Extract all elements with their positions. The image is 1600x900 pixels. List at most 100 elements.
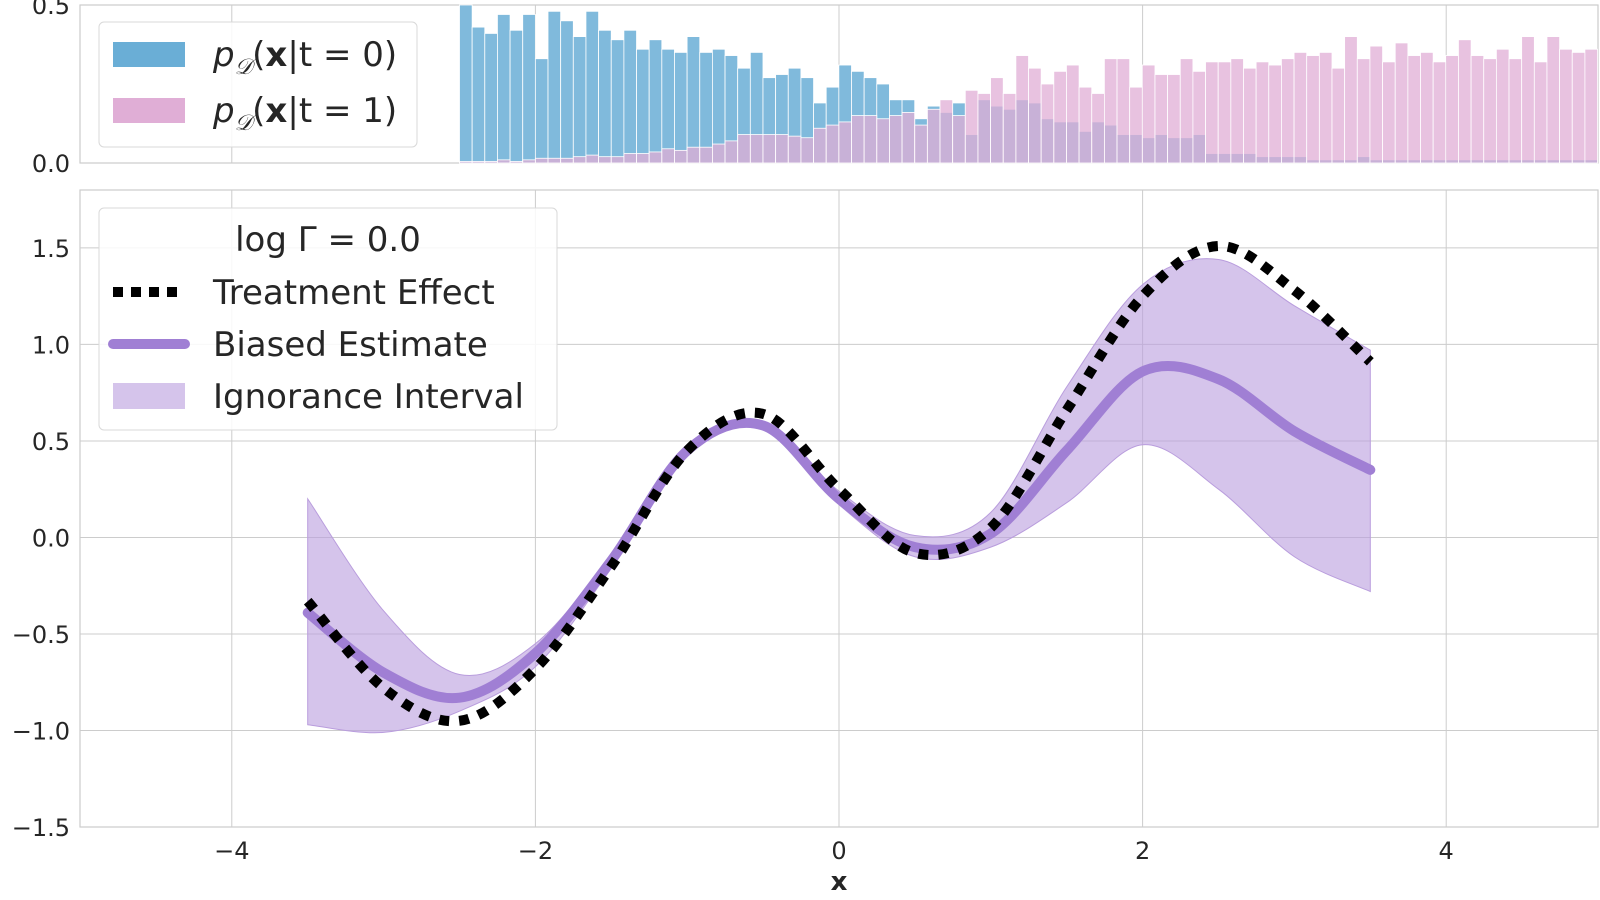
legend-label-t1-x: x bbox=[265, 91, 287, 131]
legend-label-t1-paren: ( bbox=[252, 91, 265, 131]
histogram-bar-t0 bbox=[560, 20, 574, 164]
main-grid bbox=[80, 190, 1598, 828]
histogram-bar-t1 bbox=[1268, 64, 1282, 164]
histogram-bar-t1 bbox=[952, 115, 966, 164]
legend-label-t1-subscript: 𝒟 bbox=[235, 111, 257, 136]
histogram-bar-t0 bbox=[686, 36, 701, 164]
main-series bbox=[302, 240, 1376, 734]
histogram-bar-t1 bbox=[686, 146, 701, 164]
histogram-bar-t1 bbox=[1154, 74, 1169, 164]
histogram-bar-t1 bbox=[901, 112, 916, 164]
histogram-bar-t1 bbox=[737, 134, 751, 164]
histogram-bar-t1 bbox=[598, 156, 612, 164]
legend-label-t0-p: p bbox=[212, 35, 235, 75]
histogram-bar-t1 bbox=[1015, 55, 1029, 164]
histogram-bar-t1 bbox=[471, 161, 486, 164]
main-y-tick-label: −0.5 bbox=[12, 621, 70, 649]
histogram-bar-t1 bbox=[1078, 86, 1093, 164]
main-legend-box bbox=[98, 207, 558, 431]
histogram-bar-t1 bbox=[1091, 93, 1105, 164]
histogram-bar-t1 bbox=[1230, 58, 1244, 164]
main-y-tick-label: 1.5 bbox=[32, 235, 70, 263]
histogram-bar-t1 bbox=[711, 143, 726, 164]
histogram-bar-t1 bbox=[990, 77, 1004, 164]
histogram-bars bbox=[459, 4, 1598, 164]
histogram-bar-t1 bbox=[1559, 48, 1573, 164]
legend-label-t1: p𝒟(x|t = 1) bbox=[212, 91, 397, 136]
histogram-bar-t1 bbox=[1103, 58, 1118, 164]
histogram-y-tick-label: 0.5 bbox=[32, 0, 70, 20]
histogram-bar-t1 bbox=[762, 134, 777, 164]
main-x-tick-labels: −4 −2 0 2 4 bbox=[214, 837, 1454, 865]
histogram-bar-t1 bbox=[1293, 52, 1308, 164]
histogram-bar-t1 bbox=[977, 93, 991, 164]
legend-label-t1-cond: |t = 1) bbox=[287, 91, 397, 131]
legend-swatch-t0 bbox=[113, 42, 185, 67]
histogram-bar-t0 bbox=[610, 39, 625, 164]
histogram-bar-t1 bbox=[1129, 86, 1143, 164]
main-legend: log Γ = 0.0 Treatment Effect Biased Esti… bbox=[98, 207, 558, 431]
main-x-tick-label: 0 bbox=[831, 837, 846, 865]
legend-label-t0-cond: |t = 0) bbox=[287, 35, 397, 75]
histogram-bar-t1 bbox=[889, 115, 903, 164]
histogram-y-tick-label: 0.0 bbox=[32, 150, 70, 178]
histogram-bar-t1 bbox=[1053, 70, 1067, 164]
histogram-bar-t1 bbox=[1255, 61, 1270, 164]
main-y-tick-label: 0.0 bbox=[32, 524, 70, 552]
histogram-bar-t1 bbox=[509, 161, 524, 164]
histogram-bar-t0 bbox=[636, 48, 650, 164]
histogram-bar-t1 bbox=[914, 124, 928, 164]
histogram-bar-t1 bbox=[825, 124, 840, 164]
histogram-bar-t1 bbox=[648, 151, 663, 164]
histogram-bar-t1 bbox=[1344, 36, 1358, 164]
histogram-bar-t1 bbox=[1281, 58, 1295, 164]
histogram-bar-t0 bbox=[547, 10, 562, 164]
histogram-bar-t1 bbox=[1141, 64, 1156, 164]
histogram-bar-t0 bbox=[522, 14, 536, 164]
histogram-bar-t1 bbox=[1192, 70, 1206, 164]
histogram-bar-t1 bbox=[876, 118, 890, 164]
histogram-bar-t1 bbox=[1407, 55, 1421, 164]
histogram-bar-t0 bbox=[534, 58, 549, 164]
histogram-bar-t1 bbox=[926, 108, 941, 164]
histogram-bar-t1 bbox=[724, 140, 739, 164]
histogram-bar-t0 bbox=[623, 29, 637, 164]
legend-label-t0-paren: ( bbox=[252, 35, 265, 75]
histogram-bar-t1 bbox=[851, 115, 865, 164]
histogram-bar-t1 bbox=[610, 156, 625, 164]
legend-label-t1-p: p bbox=[212, 91, 235, 131]
legend-swatch-t1 bbox=[113, 98, 185, 123]
legend-ignorance-interval-label: Ignorance Interval bbox=[213, 377, 524, 417]
histogram-bar-t1 bbox=[964, 89, 979, 164]
histogram-bar-t1 bbox=[522, 159, 536, 164]
histogram-bar-t1 bbox=[1571, 52, 1586, 164]
histogram-bar-t1 bbox=[1167, 74, 1181, 164]
histogram-bar-t1 bbox=[1066, 64, 1080, 164]
histogram-bar-t0 bbox=[509, 29, 524, 164]
histogram-panel: 0.00.5 p𝒟(x|t = 0) p𝒟(x|t = 1) bbox=[32, 0, 1599, 178]
histogram-bar-t0 bbox=[572, 36, 587, 164]
main-panel: −1.5 −1.0 −0.5 0.0 0.5 1.0 1.5 −4 −2 0 2 4 x log Γ… bbox=[12, 189, 1599, 897]
main-y-tick-label: −1.5 bbox=[12, 814, 70, 842]
histogram-bar-t1 bbox=[547, 157, 562, 164]
legend-label-t0-x: x bbox=[265, 35, 287, 75]
histogram-bar-t1 bbox=[1458, 39, 1472, 164]
histogram-bar-t0 bbox=[648, 39, 663, 164]
histogram-bar-t1 bbox=[459, 161, 473, 164]
histogram-bar-t1 bbox=[1205, 61, 1219, 164]
main-x-tick-label: −4 bbox=[214, 837, 249, 865]
histogram-bar-t0 bbox=[497, 14, 511, 164]
biased-estimate-line bbox=[302, 360, 1376, 704]
histogram-bar-t1 bbox=[1318, 52, 1333, 164]
histogram-bar-t1 bbox=[863, 115, 878, 164]
legend-label-t0-subscript: 𝒟 bbox=[235, 55, 257, 80]
histogram-bar-t1 bbox=[813, 127, 827, 164]
main-y-tick-label: 1.0 bbox=[32, 331, 70, 359]
histogram-bar-t1 bbox=[1116, 58, 1131, 164]
histogram-bar-t1 bbox=[1002, 93, 1017, 164]
histogram-bar-t1 bbox=[484, 161, 498, 164]
histogram-bar-t0 bbox=[484, 33, 498, 164]
main-x-tick-label: −2 bbox=[518, 837, 553, 865]
main-y-tick-label: 0.5 bbox=[32, 428, 70, 456]
